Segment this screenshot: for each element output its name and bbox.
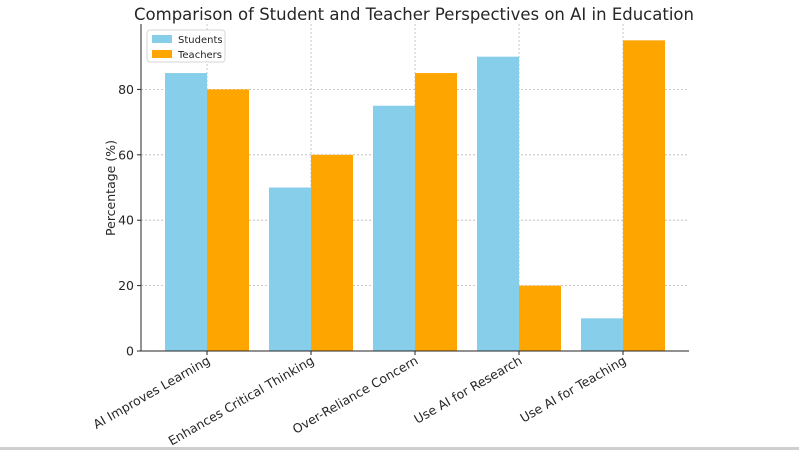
bar-students-3 [373, 105, 415, 351]
y-tick-label: 0 [126, 344, 134, 359]
bar-teachers-3 [415, 73, 457, 352]
legend-label: Teachers [177, 50, 222, 61]
y-tick-label: 20 [118, 278, 134, 293]
y-tick-label: 40 [118, 213, 134, 228]
bar-teachers-5 [623, 40, 665, 351]
legend-swatch [152, 35, 172, 43]
y-axis-label: Percentage (%) [103, 140, 118, 236]
bar-teachers-2 [311, 154, 353, 351]
bar-students-5 [581, 318, 623, 351]
bar-teachers-4 [519, 285, 561, 351]
bars [165, 40, 665, 352]
bar-teachers-1 [207, 89, 249, 352]
bar-students-1 [165, 73, 207, 352]
y-tick-label: 80 [118, 82, 134, 97]
legend: Students Teachers [146, 29, 226, 63]
bar-students-4 [477, 56, 519, 351]
chart-title: Comparison of Student and Teacher Perspe… [134, 5, 694, 24]
x-tick-label: Use AI for Teaching [517, 353, 628, 426]
x-tick-label: Use AI for Research [411, 353, 524, 427]
legend-swatch [152, 50, 172, 58]
bottom-divider [0, 447, 799, 450]
bar-students-2 [269, 187, 311, 351]
y-tick-label: 60 [118, 147, 134, 162]
legend-label: Students [178, 35, 223, 46]
